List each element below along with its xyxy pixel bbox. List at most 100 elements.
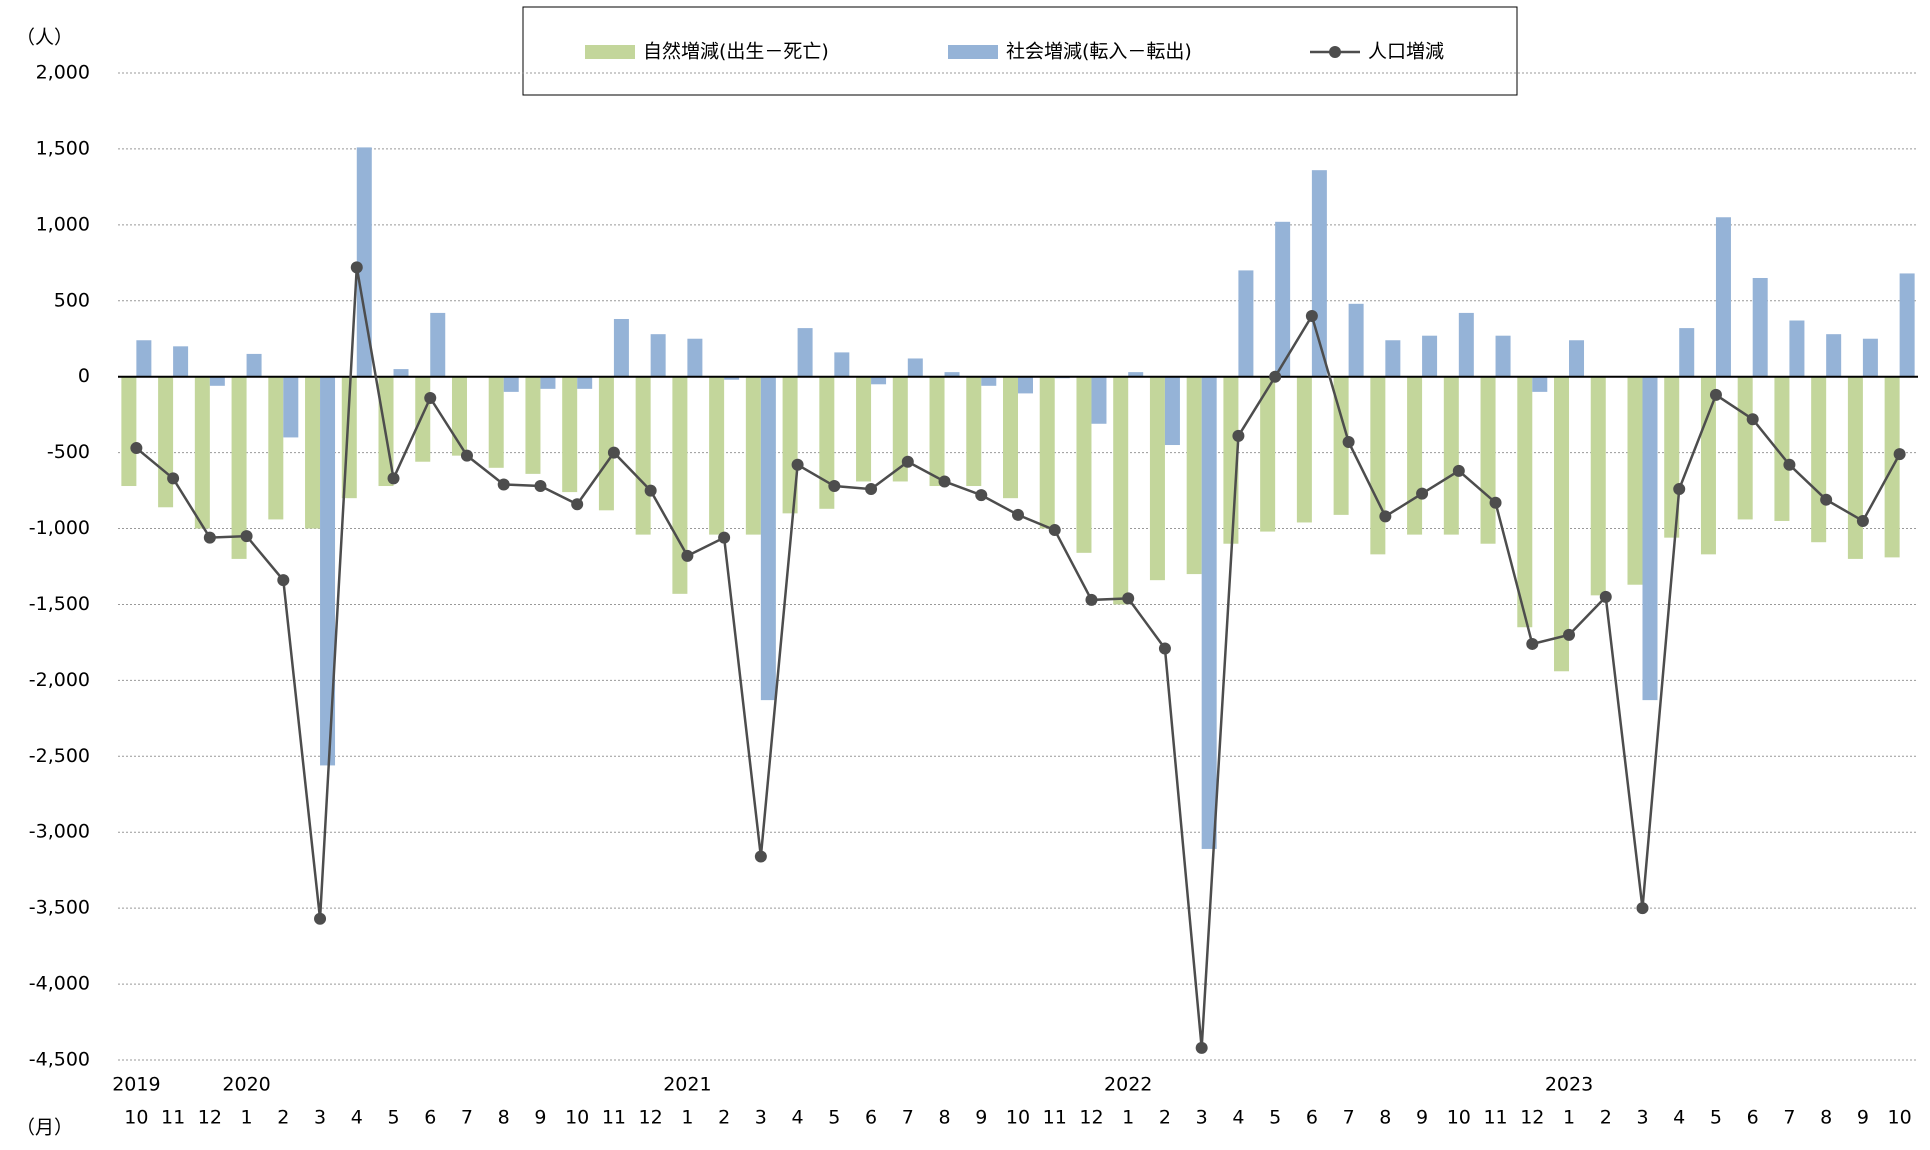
x-tick-label: 11 — [602, 1107, 626, 1129]
bar — [1091, 376, 1107, 424]
bar — [1554, 376, 1570, 672]
point — [1563, 628, 1576, 641]
x-tick-label: 12 — [639, 1107, 663, 1129]
x-tick-label: 6 — [1306, 1107, 1318, 1129]
x-tick-label: 9 — [1416, 1107, 1428, 1129]
x-tick-label: 4 — [792, 1107, 804, 1129]
bar — [283, 376, 299, 438]
x-tick-label: 2 — [1159, 1107, 1171, 1129]
bar — [1128, 372, 1144, 377]
x-tick-label: 7 — [461, 1107, 473, 1129]
bar — [1443, 376, 1459, 535]
bar — [1899, 273, 1915, 377]
point — [1820, 493, 1833, 506]
x-tick-label: 9 — [534, 1107, 546, 1129]
point — [1636, 902, 1649, 915]
bar — [1532, 376, 1548, 392]
point — [791, 458, 804, 471]
point — [1048, 524, 1061, 537]
point — [203, 531, 216, 544]
x-tick-label: 1 — [681, 1107, 693, 1129]
bar — [1296, 376, 1312, 523]
bar — [1385, 340, 1401, 377]
x-tick-label: 4 — [1673, 1107, 1685, 1129]
year-label: 2023 — [1545, 1074, 1593, 1096]
x-tick-label: 5 — [828, 1107, 840, 1129]
point — [1305, 309, 1318, 322]
bar — [1737, 376, 1753, 520]
point — [1526, 637, 1539, 650]
y-tick-label: -4,000 — [29, 973, 90, 995]
point — [1783, 458, 1796, 471]
x-tick-label: 9 — [975, 1107, 987, 1129]
bar — [1495, 335, 1511, 377]
y-tick-label: -500 — [47, 441, 90, 463]
bar — [1113, 376, 1129, 605]
x-tick-label: 2 — [1600, 1107, 1612, 1129]
bar — [1627, 376, 1643, 585]
x-tick-label: 7 — [1343, 1107, 1355, 1129]
y-tick-label: 1,000 — [36, 213, 90, 235]
y-tick-label: -1,000 — [29, 517, 90, 539]
y-tick-label: 1,500 — [36, 137, 90, 159]
bar — [981, 376, 997, 386]
bar — [1590, 376, 1606, 596]
bar — [136, 340, 152, 377]
bar — [194, 376, 210, 529]
bar — [1039, 376, 1055, 529]
bar — [1862, 338, 1878, 377]
point — [460, 449, 473, 462]
x-tick-label: 3 — [1196, 1107, 1208, 1129]
bar — [305, 376, 321, 529]
bar — [871, 376, 887, 385]
point — [901, 455, 914, 468]
legend-swatch — [585, 45, 635, 59]
x-tick-label: 3 — [755, 1107, 767, 1129]
y-tick-label: 500 — [54, 289, 90, 311]
x-tick-label: 10 — [1447, 1107, 1471, 1129]
bar — [1370, 376, 1386, 555]
point — [1085, 593, 1098, 606]
bar — [1679, 328, 1695, 377]
x-tick-label: 3 — [314, 1107, 326, 1129]
point — [240, 530, 253, 543]
bar — [415, 376, 431, 462]
x-tick-label: 12 — [198, 1107, 222, 1129]
x-tick-label: 6 — [424, 1107, 436, 1129]
point — [1379, 510, 1392, 523]
x-tick-label: 11 — [161, 1107, 185, 1129]
point — [167, 472, 180, 485]
x-tick-label: 12 — [1520, 1107, 1544, 1129]
bar — [158, 376, 174, 508]
x-tick-label: 10 — [565, 1107, 589, 1129]
x-unit-label: （月） — [16, 1117, 73, 1139]
point — [975, 489, 988, 502]
bar — [598, 376, 614, 511]
bar — [1826, 334, 1842, 377]
bar — [1201, 376, 1217, 849]
point — [1122, 592, 1135, 605]
bar — [1003, 376, 1018, 499]
bar — [121, 376, 137, 487]
y-tick-label: -1,500 — [29, 593, 90, 615]
point — [1416, 487, 1429, 500]
bar — [525, 376, 541, 474]
bar — [1569, 340, 1585, 377]
x-tick-label: 4 — [351, 1107, 363, 1129]
bar — [745, 376, 761, 535]
point — [1673, 483, 1686, 496]
bar — [907, 358, 923, 377]
point — [130, 442, 143, 455]
bar — [246, 353, 262, 377]
bar — [650, 334, 666, 377]
bar — [1715, 217, 1731, 377]
x-tick-label: 5 — [387, 1107, 399, 1129]
bar — [356, 147, 372, 377]
point — [534, 480, 547, 493]
bar — [1260, 376, 1276, 532]
bar — [672, 376, 688, 594]
bar — [819, 376, 835, 509]
x-tick-label: 7 — [902, 1107, 914, 1129]
bar — [231, 376, 247, 559]
